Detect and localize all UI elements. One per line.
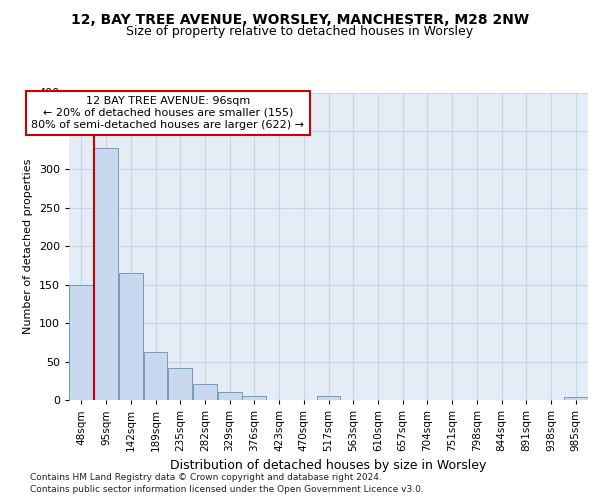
Y-axis label: Number of detached properties: Number of detached properties (23, 158, 33, 334)
Text: Contains HM Land Registry data © Crown copyright and database right 2024.: Contains HM Land Registry data © Crown c… (30, 472, 382, 482)
Bar (94, 148, 118, 400)
Bar (218, 392, 242, 400)
Text: 12 BAY TREE AVENUE: 96sqm
← 20% of detached houses are smaller (155)
80% of semi: 12 BAY TREE AVENUE: 96sqm ← 20% of detac… (31, 96, 304, 130)
Bar (70, 284, 94, 400)
Bar (119, 273, 143, 400)
Text: Size of property relative to detached houses in Worsley: Size of property relative to detached ho… (127, 25, 473, 38)
Bar (317, 396, 340, 400)
Text: 12, BAY TREE AVENUE, WORSLEY, MANCHESTER, M28 2NW: 12, BAY TREE AVENUE, WORSLEY, MANCHESTER… (71, 12, 529, 26)
Bar (242, 396, 266, 400)
Bar (168, 368, 192, 400)
X-axis label: Distribution of detached houses by size in Worsley: Distribution of detached houses by size … (170, 460, 487, 472)
Bar (563, 397, 587, 400)
Bar (143, 352, 167, 400)
Text: Contains public sector information licensed under the Open Government Licence v3: Contains public sector information licen… (30, 485, 424, 494)
Bar (193, 384, 217, 400)
